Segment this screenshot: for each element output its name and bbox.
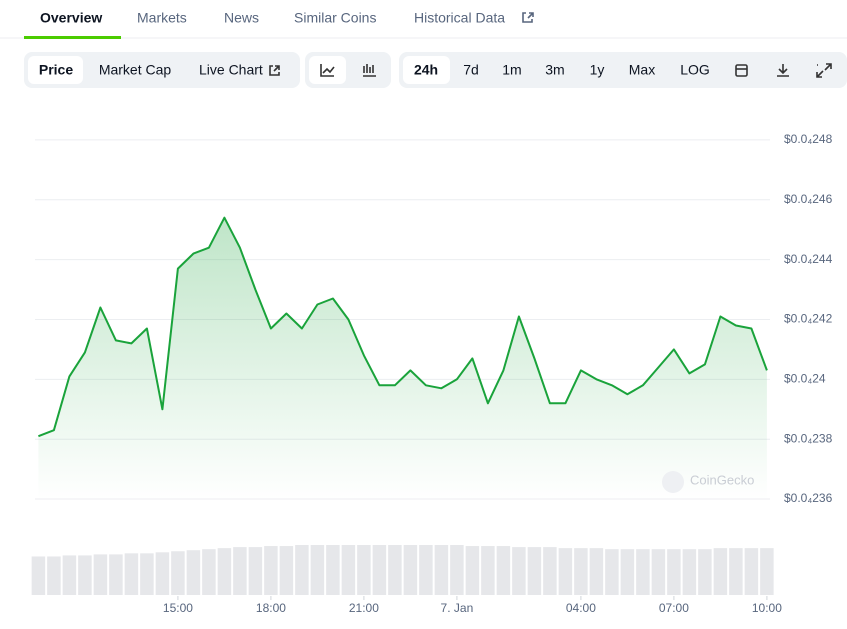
y-tick-label: $0.0₄24 <box>784 372 826 386</box>
range-button[interactable]: 1m <box>502 62 521 78</box>
download-icon[interactable] <box>777 64 789 77</box>
volume-bar <box>682 549 697 595</box>
volume-bar <box>574 548 588 595</box>
volume-bar <box>713 548 728 595</box>
volume-bar <box>109 554 123 595</box>
tab[interactable]: Historical Data <box>414 10 505 26</box>
range-button[interactable]: 3m <box>545 62 564 78</box>
volume-bar <box>124 553 139 595</box>
y-tick-label: $0.0₄242 <box>784 312 833 326</box>
volume-bar <box>326 545 340 595</box>
x-tick-label: 15:00 <box>163 601 193 615</box>
candle-icon <box>363 64 376 77</box>
volume-bar <box>202 549 216 595</box>
volume-bar <box>744 548 759 595</box>
volume-bar <box>279 546 294 595</box>
volume-bar <box>403 545 418 595</box>
range-button[interactable]: 7d <box>463 62 479 78</box>
watermark-logo <box>662 471 684 493</box>
volume-bar <box>620 549 635 595</box>
y-tick-label: $0.0₄236 <box>784 491 833 505</box>
volume-bar <box>93 554 108 595</box>
metric-button[interactable]: Live Chart <box>199 62 263 78</box>
y-tick-label: $0.0₄244 <box>784 252 833 266</box>
range-group <box>399 52 847 88</box>
volume-bar <box>481 546 495 595</box>
y-tick-label: $0.0₄248 <box>784 132 833 146</box>
volume-bar <box>729 548 743 595</box>
tab[interactable]: Markets <box>137 10 187 26</box>
line-icon <box>320 64 335 77</box>
tab[interactable]: Overview <box>40 10 102 26</box>
volume-bar <box>341 545 356 595</box>
volume-bar <box>589 548 604 595</box>
volume-bar <box>62 555 77 595</box>
volume-bar <box>667 549 681 595</box>
external-icon <box>522 12 534 23</box>
range-button[interactable]: 1y <box>590 62 605 78</box>
volume-bar <box>233 547 247 595</box>
volume-bar <box>140 553 154 595</box>
volume-bar <box>217 548 232 595</box>
volume <box>31 545 774 595</box>
y-tick-label: $0.0₄246 <box>784 192 833 206</box>
volume-bar <box>651 549 666 595</box>
tabs: Overview Markets News Similar Coins Historic… <box>40 10 505 26</box>
range-button[interactable]: 24h <box>414 62 438 78</box>
volume-bar <box>171 551 185 595</box>
range-button[interactable]: Max <box>629 62 655 78</box>
price-area <box>38 217 767 500</box>
metric-button[interactable]: Price <box>39 62 73 78</box>
volume-bar <box>698 549 712 595</box>
volume-bar <box>558 548 573 595</box>
volume-bar <box>372 545 387 595</box>
x-tick-label: 21:00 <box>349 601 379 615</box>
volume-bar <box>47 556 61 595</box>
metric-button[interactable]: Market Cap <box>99 62 172 78</box>
active-range[interactable] <box>403 56 450 84</box>
x-tick-label: 04:00 <box>566 601 596 615</box>
x-tick-label: 10:00 <box>752 601 782 615</box>
volume-bar <box>512 547 526 595</box>
volume-bar <box>543 547 557 595</box>
fullscreen-icon[interactable] <box>816 63 832 78</box>
price-line <box>38 216 768 438</box>
volume-bar <box>295 545 309 595</box>
x-tick-label: 07:00 <box>659 601 689 615</box>
tab[interactable]: Similar Coins <box>294 10 376 26</box>
volume-bar <box>310 545 325 595</box>
watermark: CoinGecko <box>690 472 754 487</box>
volume-bar <box>496 546 511 595</box>
volume-bar <box>419 545 433 595</box>
volume-bar <box>527 547 542 595</box>
volume-bar <box>388 545 402 595</box>
volume-bar <box>78 555 92 595</box>
volume-bar <box>450 545 464 595</box>
volume-bar <box>636 549 650 595</box>
tab-indicator <box>24 36 121 39</box>
plot <box>38 216 768 500</box>
volume-bar <box>760 548 774 595</box>
volume-bar <box>264 546 278 595</box>
volume-bar <box>248 547 263 595</box>
volume-bar <box>434 545 449 595</box>
active-metric[interactable] <box>28 56 83 84</box>
metric-group <box>24 52 300 88</box>
external-icon <box>269 65 280 76</box>
range-button[interactable]: LOG <box>680 62 710 78</box>
calendar-icon[interactable] <box>735 64 748 77</box>
volume-bar <box>605 549 619 595</box>
volume-bar <box>465 546 480 595</box>
volume-bar <box>357 545 371 595</box>
volume-bar <box>31 556 46 595</box>
volume-bar <box>155 552 170 595</box>
x-tick-label: 18:00 <box>256 601 286 615</box>
x-tick-label: 7. Jan <box>441 601 474 615</box>
y-tick-label: $0.0₄238 <box>784 431 833 445</box>
volume-bar <box>186 550 201 595</box>
tab[interactable]: News <box>224 10 259 26</box>
icons <box>269 12 832 78</box>
